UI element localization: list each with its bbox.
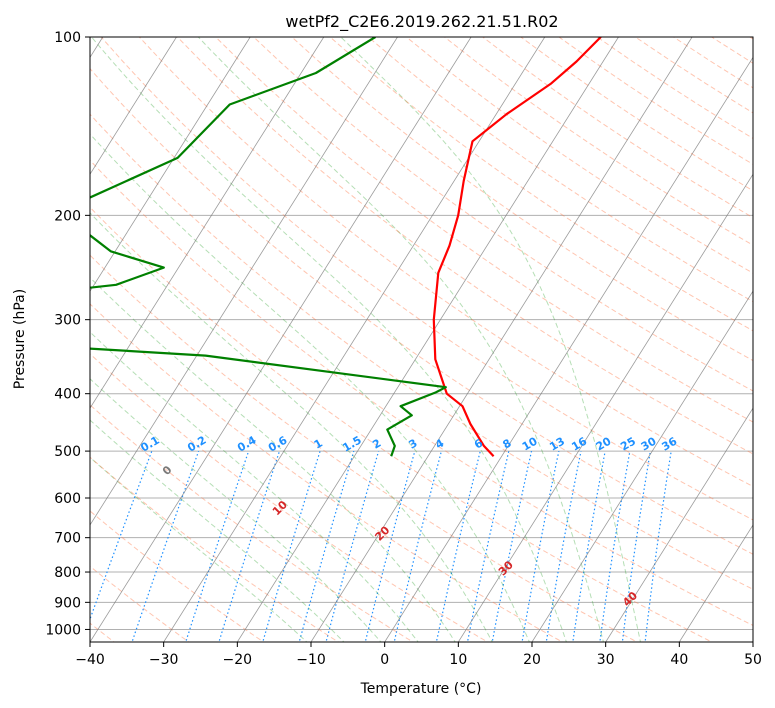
dry-adiabat-line [90, 159, 753, 627]
isotherm-line [605, 407, 753, 642]
y-tick-label: 200 [54, 208, 81, 224]
isotherm-line [90, 37, 177, 176]
moist-adiabat-line [197, 37, 605, 642]
pressure-gridlines [90, 37, 753, 630]
mixing-ratio-line [185, 450, 250, 642]
sounding-series [90, 37, 602, 457]
isotherm-line [384, 56, 753, 642]
mixing-ratio-line [521, 450, 560, 642]
moist-adiabat-line [90, 212, 493, 642]
mixing-ratio-line [393, 450, 442, 642]
isotherm-line [236, 37, 619, 642]
moist-adiabat-line [90, 419, 345, 642]
x-tick-label: 40 [670, 652, 688, 668]
mixing-ratio-line [364, 450, 416, 642]
moist-adiabat-line [90, 378, 382, 642]
mixing-ratio-line [435, 450, 481, 642]
y-tick-label: 600 [54, 491, 81, 507]
dry-adiabat-line [367, 37, 753, 303]
isotherm-line [90, 37, 398, 526]
mixing-ratio-line [298, 450, 355, 642]
dry-adiabat-line [90, 113, 753, 590]
y-tick-label: 300 [54, 313, 81, 329]
dry-adiabat-line [90, 510, 265, 642]
mixing-ratio-line [131, 450, 200, 642]
mixing-ratio-line [325, 450, 380, 642]
isotherm-line [531, 290, 753, 642]
x-tick-label: −10 [296, 652, 326, 668]
y-tick-label: 700 [54, 531, 81, 547]
isotherm-line [457, 173, 753, 642]
isotherm-line [163, 37, 546, 642]
isotherm-line [90, 37, 325, 409]
mixing-ratio-line [491, 450, 533, 642]
isotherm-line [678, 524, 753, 642]
plot-frame [89, 36, 754, 643]
dewpoint-line [90, 37, 447, 457]
dry-adiabat-line [90, 456, 340, 642]
x-tick-label: 10 [449, 652, 467, 668]
x-tick-label: 20 [523, 652, 541, 668]
x-tick-label: 30 [597, 652, 615, 668]
dry-adiabat-line [177, 37, 753, 455]
moist-adiabat-line [91, 37, 568, 642]
moist-adiabat-line [90, 331, 419, 642]
y-tick-label: 500 [54, 444, 81, 460]
moist-adiabat-line [340, 37, 642, 642]
x-tick-label: −20 [223, 652, 253, 668]
y-tick-label: 1000 [45, 622, 81, 638]
dry-adiabat-line [100, 37, 753, 521]
dry-adiabat-line [90, 67, 753, 555]
mixing-ratio-lines [90, 450, 672, 642]
x-tick-label: −30 [149, 652, 179, 668]
mixing-ratio-line [218, 450, 281, 642]
temperature-line [432, 37, 602, 457]
isotherms [90, 37, 753, 642]
dry-adiabat-line [90, 303, 564, 642]
dry-adiabat-line [291, 37, 753, 362]
dry-adiabat-line [90, 404, 414, 642]
plot-area: 0.10.20.40.611.52346810131620253036-100-… [90, 37, 753, 642]
x-tick-label: −40 [75, 652, 105, 668]
isotherm-line [90, 37, 472, 642]
y-tick-label: 900 [54, 595, 81, 611]
chart-title: wetPf2_C2E6.2019.262.21.51.R02 [285, 12, 558, 32]
y-tick-label: 100 [54, 30, 81, 46]
x-tick-label: 0 [380, 652, 389, 668]
mixing-ratio-line [545, 450, 582, 642]
isotherm-line [310, 37, 693, 642]
isotherm-line [90, 37, 251, 293]
y-tick-label: 400 [54, 387, 81, 403]
dry-adiabat-line [329, 37, 753, 332]
y-tick-label: 800 [54, 565, 81, 581]
dry-adiabat-line [90, 353, 489, 642]
dry-adiabat-line [138, 37, 753, 488]
dry-adiabats [90, 37, 753, 642]
x-tick-label: 50 [744, 652, 762, 668]
axes: −40 −30 −20 −10 0 10 20 30 40 50 100 200 300 400 500 60… [45, 30, 762, 668]
x-axis-label: Temperature (°C) [360, 681, 482, 697]
dry-adiabat-line [90, 254, 639, 642]
mixing-ratio-line [262, 450, 321, 642]
dry-adiabat-line [215, 37, 753, 423]
y-axis-label: Pressure (hPa) [12, 289, 28, 389]
